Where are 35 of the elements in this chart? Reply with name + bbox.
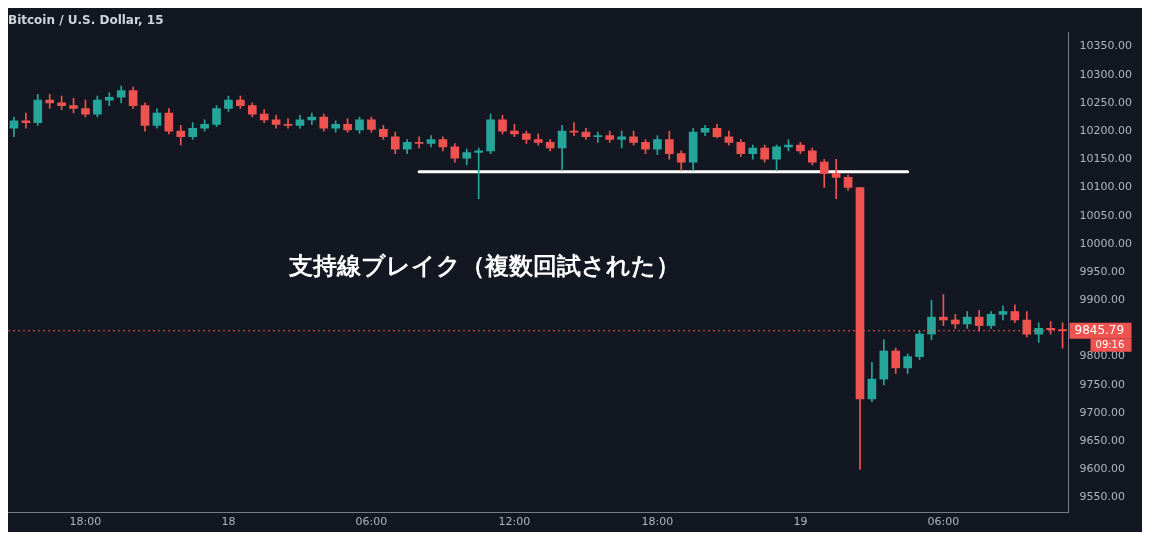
candlestick <box>283 118 293 129</box>
candlestick <box>45 94 55 109</box>
x-tick-label: 18:00 <box>641 515 674 529</box>
y-tick-label: 10300.00 <box>1079 67 1133 81</box>
candlestick <box>474 147 484 200</box>
y-tick-label: 10350.00 <box>1079 39 1133 53</box>
y-tick-label: 10050.00 <box>1079 208 1133 222</box>
chart-title: Bitcoin / U.S. Dollar, 15 <box>8 13 164 28</box>
y-tick-label: 10100.00 <box>1079 180 1133 194</box>
y-tick-label: 9950.00 <box>1079 264 1126 278</box>
y-tick-label: 9800.00 <box>1079 349 1126 363</box>
x-tick-label: 06:00 <box>355 515 388 529</box>
y-tick-label: 10250.00 <box>1079 95 1133 109</box>
x-tick-label: 18:00 <box>69 515 102 529</box>
candlestick <box>831 158 841 200</box>
annotation: 支持線ブレイク（複数回試された） <box>288 252 681 281</box>
x-tick-label: 06:00 <box>927 515 960 529</box>
y-tick-label: 9900.00 <box>1079 293 1126 307</box>
x-tick-label: 19 <box>793 515 808 529</box>
y-tick-label: 9750.00 <box>1079 377 1126 391</box>
candlestick <box>414 136 424 149</box>
ref-line-label: 9845.79 <box>1074 322 1125 337</box>
y-tick-label: 9550.00 <box>1079 490 1126 504</box>
y-tick-label: 10200.00 <box>1079 123 1133 137</box>
y-tick-label: 9600.00 <box>1079 462 1126 476</box>
y-tick-label: 10150.00 <box>1079 152 1133 166</box>
candlestick <box>569 122 579 136</box>
x-tick-label: 12:00 <box>498 515 531 529</box>
text: 09:16 <box>1095 338 1125 350</box>
y-tick-label: 10000.00 <box>1079 236 1133 250</box>
y-tick-label: 9650.00 <box>1079 434 1126 448</box>
candlestick <box>593 131 603 143</box>
y-tick-label: 9700.00 <box>1079 405 1126 419</box>
x-tick-label: 18 <box>221 515 236 529</box>
candlestick <box>104 92 114 107</box>
